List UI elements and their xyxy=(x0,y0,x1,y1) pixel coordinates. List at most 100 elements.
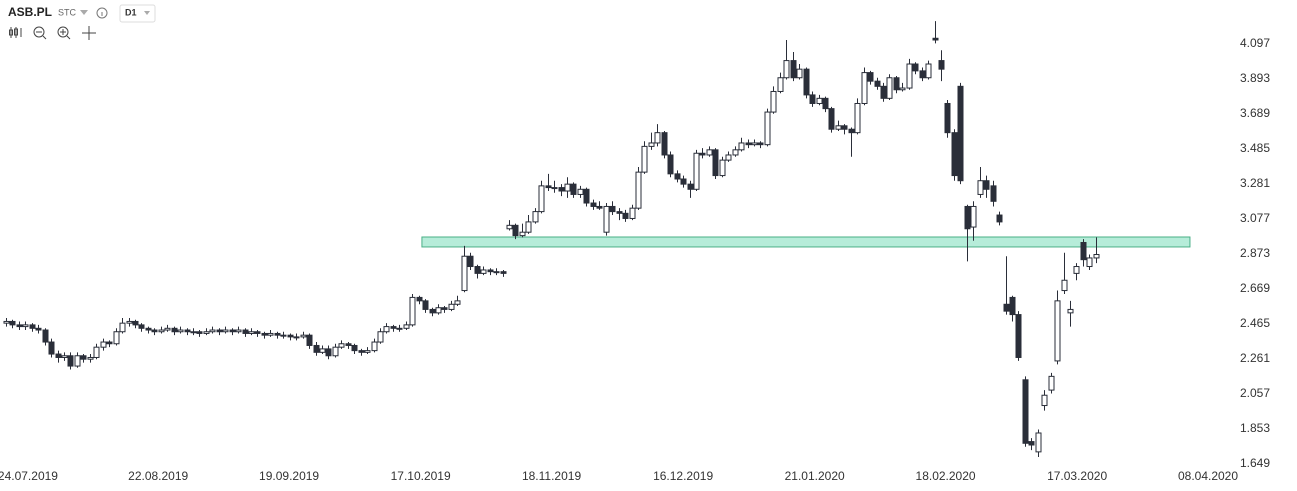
candle-body xyxy=(654,132,661,144)
info-icon[interactable] xyxy=(96,7,108,19)
candle-body xyxy=(725,154,732,161)
candle-body xyxy=(9,320,16,326)
candle-body xyxy=(719,159,726,177)
candle-body xyxy=(61,355,68,358)
candle-body xyxy=(1067,308,1074,314)
candle-body xyxy=(1048,375,1055,391)
candle-body xyxy=(816,97,823,104)
candle-body xyxy=(22,324,29,328)
candle-body xyxy=(1009,296,1016,316)
candle-body xyxy=(912,63,919,72)
y-tick-label: 2.261 xyxy=(1240,351,1270,365)
candle-body xyxy=(351,344,358,352)
candle-body xyxy=(977,180,984,195)
y-tick-label: 1.649 xyxy=(1240,456,1270,470)
candle-body xyxy=(1093,254,1100,259)
candle-body xyxy=(635,171,642,209)
candle-body xyxy=(203,331,210,334)
candle-body xyxy=(448,303,455,310)
candle-body xyxy=(512,224,519,237)
y-tick-label: 4.097 xyxy=(1240,36,1270,50)
candle-body xyxy=(158,329,165,333)
candle-body xyxy=(880,85,887,99)
chart-type-icon[interactable] xyxy=(9,27,22,38)
candle-body xyxy=(964,205,971,230)
interval[interactable]: D1 xyxy=(125,7,137,17)
candle-body xyxy=(583,188,590,204)
candle-body xyxy=(80,355,87,360)
candle-body xyxy=(906,63,913,89)
candle-body xyxy=(525,221,532,233)
candle-body xyxy=(242,329,249,334)
zoom-out-icon[interactable] xyxy=(33,26,47,40)
mode[interactable]: STC xyxy=(58,7,77,17)
candle-body xyxy=(332,346,339,357)
candle-body xyxy=(319,348,326,353)
candle-body xyxy=(1054,300,1061,362)
candle-body xyxy=(609,205,616,213)
candle-body xyxy=(93,346,100,358)
candle-body xyxy=(222,329,229,333)
candle-body xyxy=(1003,303,1010,312)
candle-body xyxy=(313,344,320,353)
candle-body xyxy=(919,70,926,79)
y-tick-label: 2.873 xyxy=(1240,246,1270,260)
y-tick-label: 3.485 xyxy=(1240,141,1270,155)
x-tick-label: 18.11.2019 xyxy=(522,469,581,483)
candle-body xyxy=(822,97,829,110)
candle-body xyxy=(809,94,816,104)
y-tick-label: 3.077 xyxy=(1240,211,1270,225)
x-tick-label: 24.07.2019 xyxy=(0,469,58,483)
candle-body xyxy=(1061,279,1068,292)
candle-body xyxy=(712,149,719,177)
candle-body xyxy=(300,334,307,338)
candle-body xyxy=(893,77,900,91)
interval-select[interactable] xyxy=(119,4,156,23)
candle-body xyxy=(126,320,133,324)
candle-body xyxy=(641,145,648,173)
candle-body xyxy=(674,173,681,180)
candle-body xyxy=(693,152,700,190)
dropdown-arrow[interactable] xyxy=(80,10,88,15)
y-tick-label: 3.893 xyxy=(1240,71,1270,85)
candle-body xyxy=(409,296,416,326)
candle-body xyxy=(848,128,855,134)
candle-body xyxy=(796,68,803,79)
x-tick-label: 19.09.2019 xyxy=(259,469,319,483)
candle-body xyxy=(603,205,610,233)
zoom-in-icon[interactable] xyxy=(57,26,71,40)
candle-body xyxy=(990,185,997,202)
candle-body xyxy=(938,60,945,70)
candle-body xyxy=(274,332,281,336)
candle-body xyxy=(55,353,62,358)
candle-body xyxy=(184,329,191,333)
candle-body xyxy=(899,87,906,91)
candle-body xyxy=(371,341,378,352)
candle-body xyxy=(996,214,1003,223)
candle-body xyxy=(229,329,236,333)
candle-body xyxy=(577,188,584,195)
candle-body xyxy=(957,85,964,182)
candle-body xyxy=(777,77,784,92)
candle-body xyxy=(235,329,242,333)
candle-body xyxy=(551,187,558,190)
dropdown-arrow[interactable] xyxy=(144,11,150,15)
x-tick-label: 18.02.2020 xyxy=(916,469,976,483)
candle-body xyxy=(480,269,487,274)
candle-body xyxy=(867,72,874,82)
support-zone xyxy=(421,236,1191,248)
candle-body xyxy=(570,183,577,195)
candle-body xyxy=(487,269,494,273)
y-tick-label: 2.669 xyxy=(1240,281,1270,295)
symbol[interactable]: ASB.PL xyxy=(8,5,52,19)
candle-body xyxy=(358,350,365,353)
toolbar: ASB.PL STC D1 xyxy=(8,4,156,40)
candle-body xyxy=(841,125,848,130)
candle-body xyxy=(1086,257,1093,268)
candle-body xyxy=(970,205,977,228)
candle-body xyxy=(280,334,287,337)
candle-body xyxy=(48,341,55,355)
candle-body xyxy=(545,185,552,189)
candle-body xyxy=(738,142,745,151)
pan-icon[interactable] xyxy=(82,26,96,40)
